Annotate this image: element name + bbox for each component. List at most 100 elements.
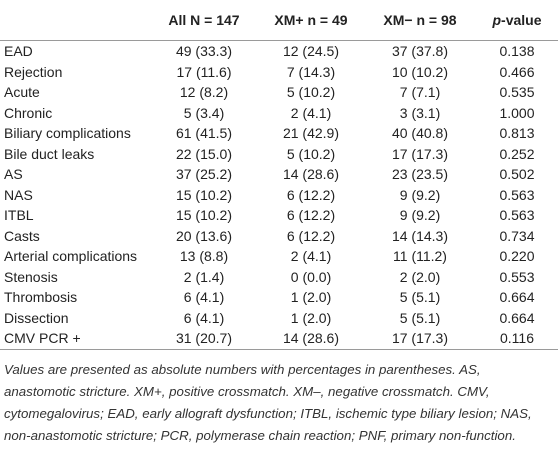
cell: 14 (28.6) xyxy=(258,328,364,350)
cell: 14 (28.6) xyxy=(282,166,340,183)
table-row: Acute 12 (8.2) 5 (10.2) 7 (7.1) 0.535 xyxy=(0,82,558,103)
table-row: AS 37 (25.2) 14 (28.6) 23 (23.5) 0.502 xyxy=(0,164,558,185)
row-label: Chronic xyxy=(4,104,53,121)
cell: 5 (10.2) xyxy=(286,84,336,101)
table-body: EAD 49 (33.3) 12 (24.5) 37 (37.8) 0.138 Rejec… xyxy=(0,41,558,350)
cell: 6 (12.2) xyxy=(286,207,336,224)
cell: 23 (23.5) xyxy=(391,166,449,183)
table-row: Stenosis 2 (1.4) 0 (0.0) 2 (2.0) 0.553 xyxy=(0,267,558,288)
cell: 2 (4.1) xyxy=(290,104,332,121)
cell: 49 (33.3) xyxy=(175,43,233,60)
cell: 0.664 xyxy=(499,309,535,326)
table-row: ITBL 15 (10.2) 6 (12.2) 9 (9.2) 0.563 xyxy=(0,205,558,226)
cell: 6 (12.2) xyxy=(286,186,336,203)
cell: 0.664 xyxy=(499,289,535,306)
header-blank xyxy=(0,0,150,41)
table-row: Dissection 6 (4.1) 1 (2.0) 5 (5.1) 0.664 xyxy=(0,308,558,329)
table-row: Biliary complications 61 (41.5) 21 (42.9) 4… xyxy=(0,123,558,144)
cell: 31 (20.7) xyxy=(150,328,258,350)
cell: 21 (42.9) xyxy=(282,125,340,142)
row-label: Acute xyxy=(4,84,40,101)
table-row: Chronic 5 (3.4) 2 (4.1) 3 (3.1) 1.000 xyxy=(0,103,558,124)
cell: 3 (3.1) xyxy=(399,104,441,121)
cell: 0.138 xyxy=(499,43,535,60)
cell: 6 (4.1) xyxy=(183,309,225,326)
cell: 0.734 xyxy=(499,227,535,244)
cell: 1 (2.0) xyxy=(290,309,332,326)
cell: 0 (0.0) xyxy=(290,268,332,285)
cell: 7 (14.3) xyxy=(286,63,336,80)
column-header: All N = 147 xyxy=(150,0,258,41)
column-header: XM+ n = 49 xyxy=(258,0,364,41)
cell: 5 (10.2) xyxy=(286,145,336,162)
cell: 0.116 xyxy=(476,328,558,350)
row-label: Rejection xyxy=(4,63,63,80)
cell: 17 (17.3) xyxy=(391,145,449,162)
cell: 40 (40.8) xyxy=(391,125,449,142)
cell: 9 (9.2) xyxy=(399,207,441,224)
table-row: Thrombosis 6 (4.1) 1 (2.0) 5 (5.1) 0.664 xyxy=(0,287,558,308)
cell: 1.000 xyxy=(499,104,535,121)
cell: 15 (10.2) xyxy=(175,207,233,224)
cell: 9 (9.2) xyxy=(399,186,441,203)
cell: 10 (10.2) xyxy=(391,63,449,80)
cell: 0.252 xyxy=(499,145,535,162)
cell: 12 (8.2) xyxy=(179,84,229,101)
cell: 17 (17.3) xyxy=(364,328,476,350)
row-label: Bile duct leaks xyxy=(4,145,95,162)
cell: 5 (5.1) xyxy=(399,309,441,326)
row-label: Biliary complications xyxy=(4,125,131,142)
p-italic: p xyxy=(492,12,502,28)
cell: 6 (4.1) xyxy=(183,289,225,306)
cell: 0.553 xyxy=(499,268,535,285)
p-rest: -value xyxy=(501,12,542,28)
table-row: Casts 20 (13.6) 6 (12.2) 14 (14.3) 0.734 xyxy=(0,226,558,247)
results-table: All N = 147 XM+ n = 49 XM− n = 98 p-value E… xyxy=(0,0,558,350)
column-header: XM− n = 98 xyxy=(364,0,476,41)
row-label: Casts xyxy=(4,227,40,244)
header-row: All N = 147 XM+ n = 49 XM− n = 98 p-value xyxy=(0,0,558,41)
cell: 22 (15.0) xyxy=(175,145,233,162)
cell: 0.466 xyxy=(499,63,535,80)
row-label: Stenosis xyxy=(4,268,58,285)
row-label: ITBL xyxy=(4,207,34,224)
table-row: EAD 49 (33.3) 12 (24.5) 37 (37.8) 0.138 xyxy=(0,41,558,62)
cell: 1 (2.0) xyxy=(290,289,332,306)
row-label: Thrombosis xyxy=(4,289,78,306)
cell: 12 (24.5) xyxy=(282,43,340,60)
row-label: CMV PCR + xyxy=(0,328,150,350)
cell: 13 (8.8) xyxy=(179,248,229,265)
cell: 5 (3.4) xyxy=(183,104,225,121)
cell: 0.220 xyxy=(499,248,535,265)
cell: 0.535 xyxy=(499,84,535,101)
row-label: AS xyxy=(4,166,23,183)
cell: 6 (12.2) xyxy=(286,227,336,244)
cell: 20 (13.6) xyxy=(175,227,233,244)
table-row: Bile duct leaks 22 (15.0) 5 (10.2) 17 (17.3… xyxy=(0,144,558,165)
table-row: Rejection 17 (11.6) 7 (14.3) 10 (10.2) 0.466 xyxy=(0,62,558,83)
row-label: NAS xyxy=(4,186,33,203)
cell: 2 (1.4) xyxy=(183,268,225,285)
footnote: Values are presented as absolute numbers… xyxy=(4,361,532,443)
cell: 15 (10.2) xyxy=(175,186,233,203)
table-row: Arterial complications 13 (8.8) 2 (4.1) 11 … xyxy=(0,246,558,267)
cell: 37 (25.2) xyxy=(175,166,233,183)
row-label: Dissection xyxy=(4,309,69,326)
cell: 17 (11.6) xyxy=(176,63,232,80)
cell: 0.563 xyxy=(499,207,535,224)
cell: 61 (41.5) xyxy=(175,125,233,142)
cell: 2 (4.1) xyxy=(290,248,332,265)
table-row: NAS 15 (10.2) 6 (12.2) 9 (9.2) 0.563 xyxy=(0,185,558,206)
cell: 0.563 xyxy=(499,186,535,203)
table-row: CMV PCR +31 (20.7) 14 (28.6) 17 (17.3) 0.11… xyxy=(0,328,558,350)
row-label: Arterial complications xyxy=(4,248,138,265)
cell: 37 (37.8) xyxy=(391,43,449,60)
cell: 0.813 xyxy=(499,125,535,142)
column-header: p-value xyxy=(476,0,558,41)
cell: 7 (7.1) xyxy=(399,84,441,101)
cell: 0.502 xyxy=(499,166,535,183)
cell: 14 (14.3) xyxy=(391,227,449,244)
cell: 2 (2.0) xyxy=(399,268,441,285)
cell: 5 (5.1) xyxy=(399,289,441,306)
